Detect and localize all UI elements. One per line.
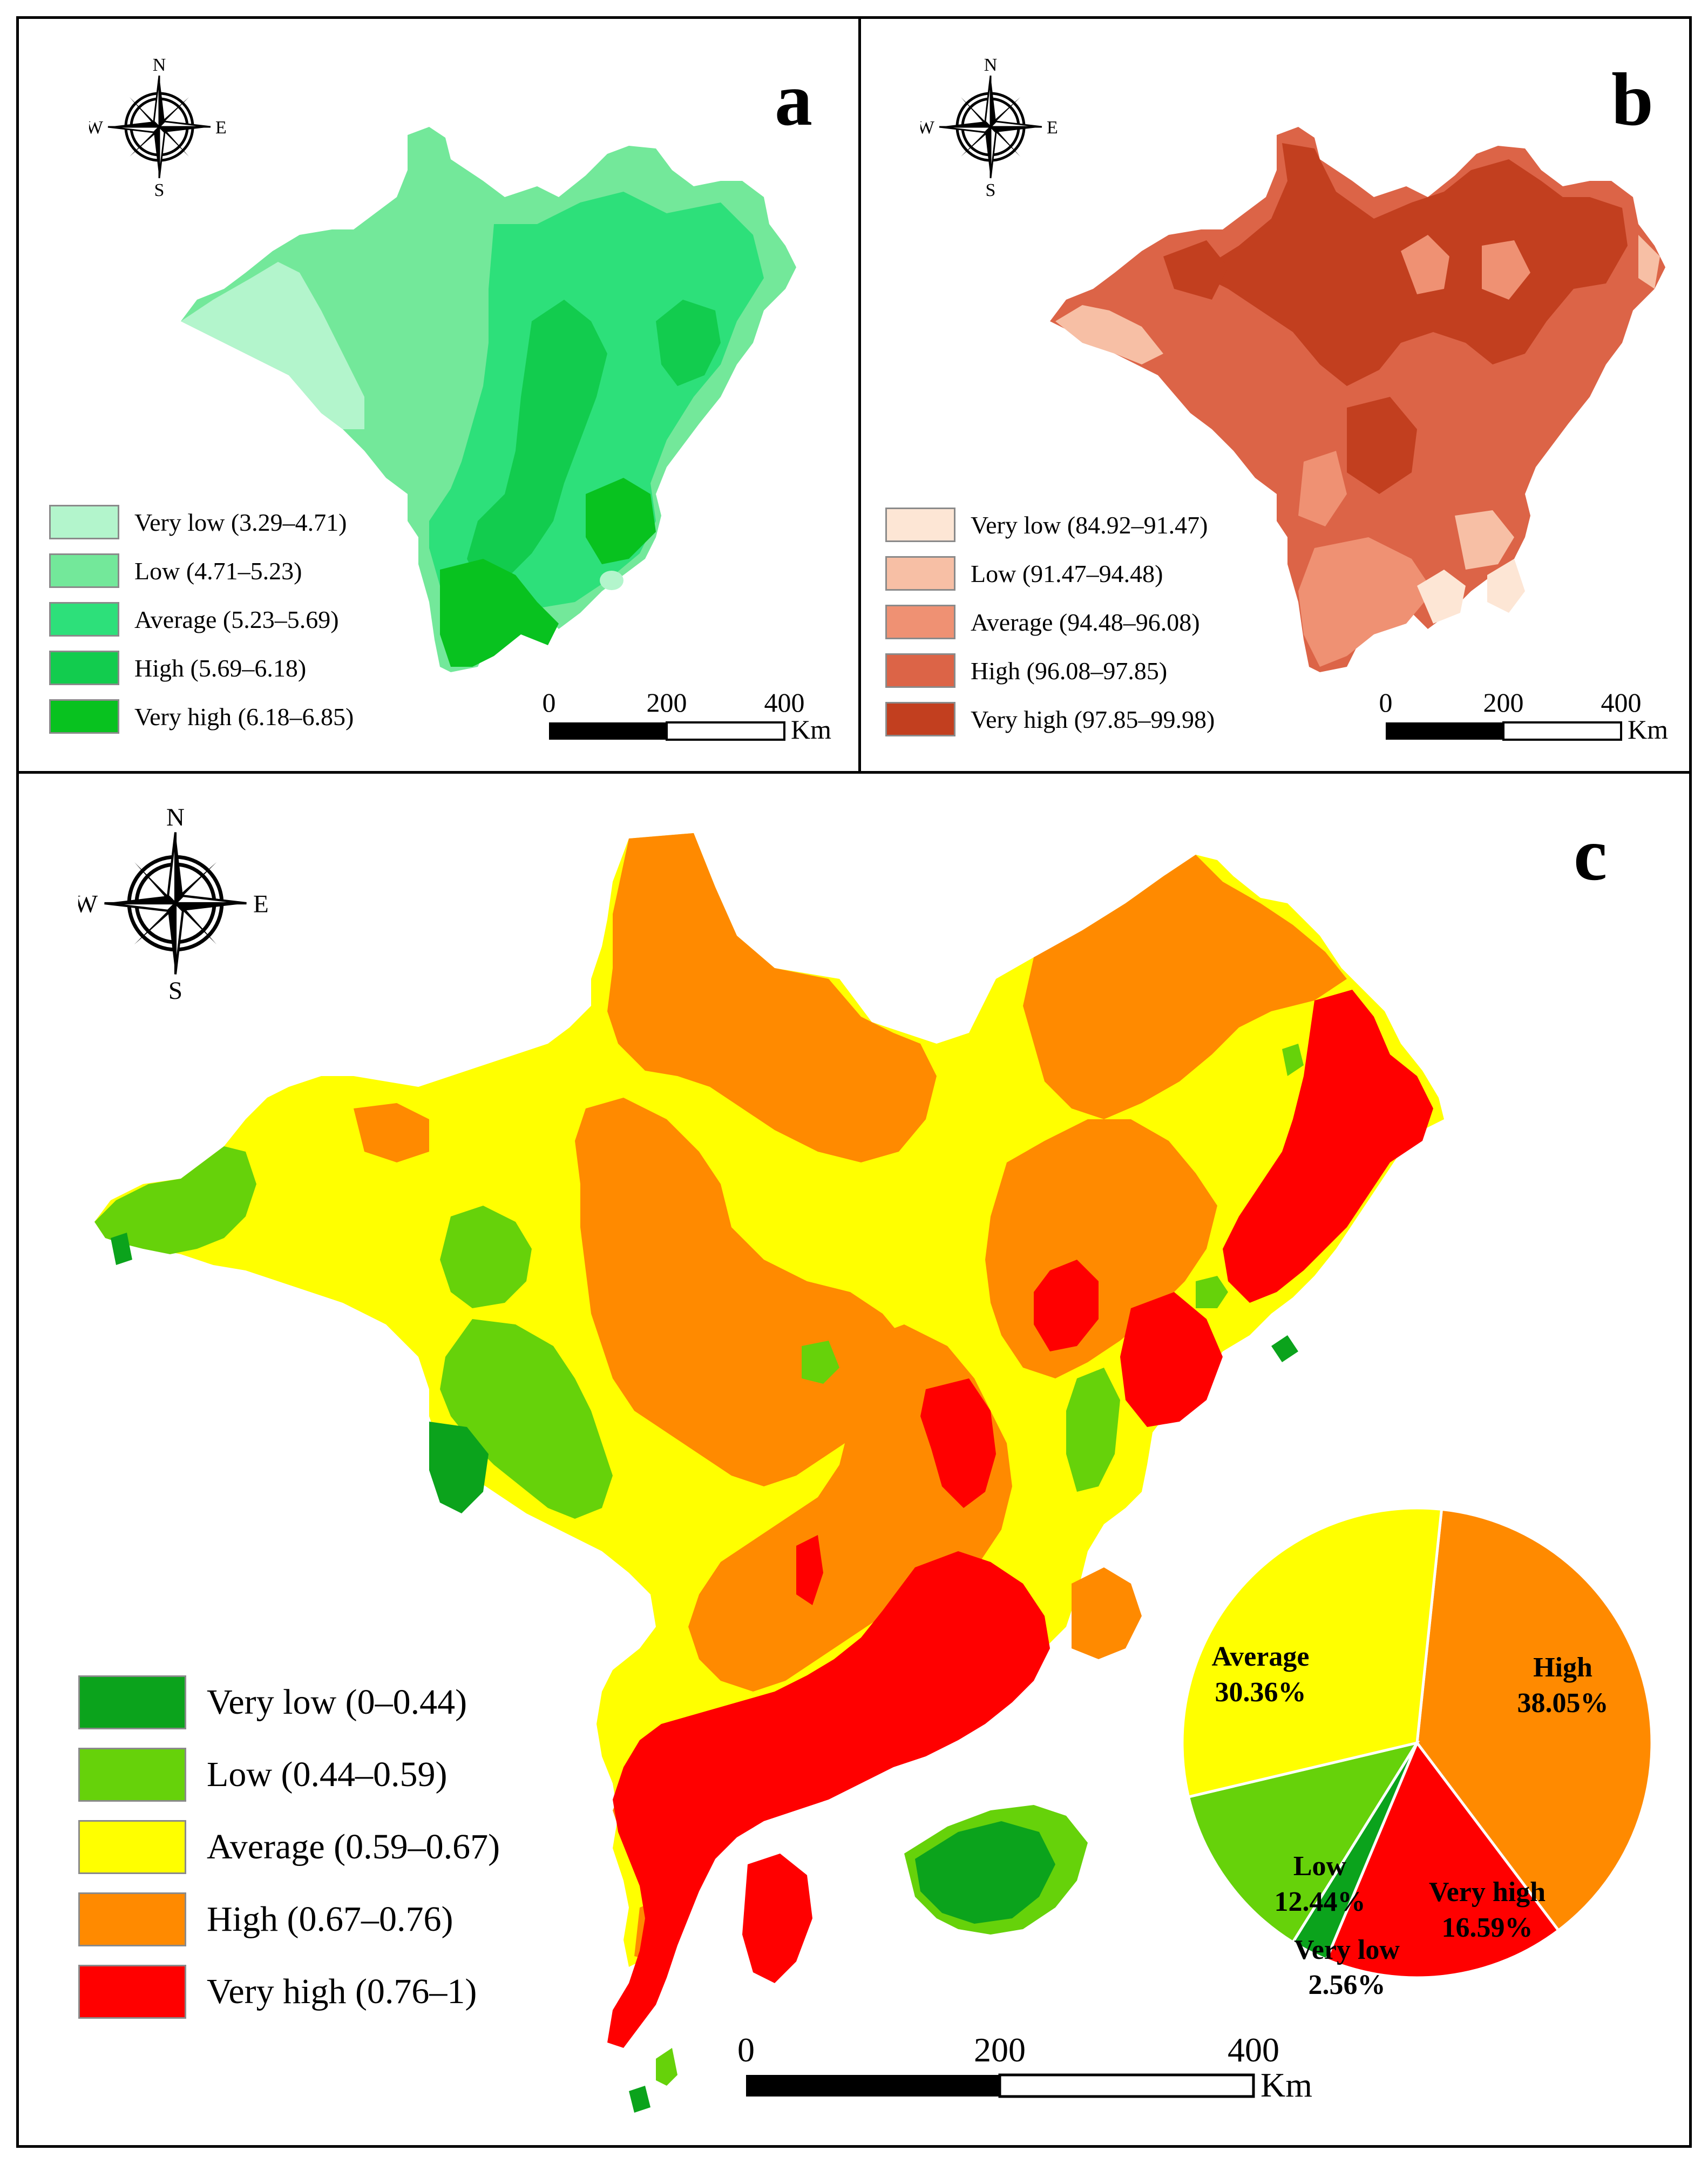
legend-swatch (78, 1892, 186, 1946)
legend-a-item: Very high (6.18–6.85) (49, 699, 354, 734)
legend-b-item: Very high (97.85–99.98) (885, 702, 1215, 736)
legend-label: Very high (97.85–99.98) (971, 705, 1215, 733)
legend-c-item: Average (0.59–0.67) (78, 1820, 500, 1874)
scale-tick: 0 (543, 687, 556, 718)
legend-label: High (0.67–0.76) (207, 1899, 453, 1939)
pie-slice-low (1187, 1741, 1420, 1944)
legend-label: Low (4.71–5.23) (134, 557, 302, 585)
legend-a-item: High (5.69–6.18) (49, 651, 306, 685)
legend-swatch (885, 605, 955, 639)
compass-n: N (984, 57, 998, 75)
north-arrow-icon: N S E W (89, 57, 227, 197)
legend-swatch (885, 653, 955, 688)
legend-swatch (49, 602, 119, 637)
pie-value-high: 38.05% (1517, 1688, 1609, 1719)
legend-swatch (78, 1965, 186, 2019)
legend-swatch (49, 699, 119, 734)
legend-c-item: Very low (0–0.44) (78, 1675, 467, 1729)
scale-tick: 400 (1228, 2031, 1279, 2069)
legend-label: Very low (84.92–91.47) (971, 511, 1208, 539)
scale-bar-b: 0 200 400 Km (1379, 687, 1669, 745)
pie-label-high: High (1533, 1652, 1592, 1683)
legend-label: Low (0.44–0.59) (207, 1755, 448, 1794)
compass-e: E (215, 118, 227, 138)
north-arrow-icon: N S E W (920, 57, 1058, 197)
pie-chart: Average 30.36% High 38.05% Low 12.44% Ve… (1181, 1506, 1653, 1999)
legend-c-item: High (0.67–0.76) (78, 1892, 453, 1946)
compass-s: S (986, 180, 996, 197)
scale-unit: Km (1628, 714, 1668, 745)
legend-a-item: Very low (3.29–4.71) (49, 505, 347, 539)
compass-e: E (253, 890, 269, 918)
legend-swatch (885, 556, 955, 591)
scale-tick: 200 (1483, 687, 1524, 718)
scale-unit: Km (791, 714, 831, 745)
legend-swatch (885, 508, 955, 542)
compass-s: S (154, 180, 165, 197)
scale-tick: 400 (764, 687, 805, 718)
legend-b-item: High (96.08–97.85) (885, 653, 1167, 688)
panel-letter-a: a (775, 58, 812, 141)
map-b (1050, 127, 1665, 672)
legend-swatch (49, 651, 119, 685)
legend-a-item: Average (5.23–5.69) (49, 602, 339, 637)
scale-tick: 0 (737, 2031, 755, 2069)
legend-a-item: Low (4.71–5.23) (49, 553, 302, 588)
scale-unit: Km (1260, 2066, 1312, 2104)
panel-c: c N S E W (16, 771, 1692, 2148)
panel-letter-b: b (1611, 58, 1653, 141)
pie-slice-average (1181, 1506, 1443, 1799)
scale-tick: 200 (974, 2031, 1026, 2069)
panel-letter-c: c (1574, 813, 1608, 896)
pie-label-average: Average (1212, 1641, 1310, 1672)
panel-a: a N S E W Very low (3.29–4.71) Low (4.71… (16, 16, 861, 774)
legend-swatch (885, 702, 955, 736)
legend-label: Average (5.23–5.69) (134, 605, 339, 633)
legend-b-item: Very low (84.92–91.47) (885, 508, 1208, 542)
pie-value-very-low: 2.56% (1309, 1970, 1386, 1999)
legend-label: Average (0.59–0.67) (207, 1827, 500, 1867)
compass-w: W (920, 118, 935, 138)
compass-w: W (78, 890, 98, 918)
pie-value-low: 12.44% (1275, 1886, 1366, 1917)
panel-b: b N S E W Very low (84.92–91.47) (858, 16, 1692, 774)
compass-e: E (1047, 118, 1058, 138)
legend-label: High (96.08–97.85) (971, 657, 1168, 685)
legend-swatch (49, 505, 119, 539)
legend-label: Average (94.48–96.08) (971, 608, 1200, 636)
legend-label: Very low (0–0.44) (207, 1682, 467, 1722)
pie-label-very-low: Very low (1294, 1935, 1400, 1965)
compass-s: S (168, 977, 182, 1000)
scale-tick: 400 (1601, 687, 1642, 718)
scale-bar-a: 0 200 400 Km (543, 687, 832, 745)
legend-swatch (78, 1820, 186, 1874)
legend-label: Very high (6.18–6.85) (134, 702, 354, 731)
legend-c-item: Low (0.44–0.59) (78, 1748, 447, 1802)
pie-label-low: Low (1293, 1851, 1347, 1882)
legend-b-item: Average (94.48–96.08) (885, 605, 1200, 639)
legend-swatch (49, 553, 119, 588)
legend-label: Very high (0.76–1) (207, 1972, 477, 2011)
legend-label: Low (91.47–94.48) (971, 559, 1163, 587)
compass-n: N (166, 806, 185, 831)
legend-b-item: Low (91.47–94.48) (885, 556, 1163, 591)
scale-tick: 0 (1379, 687, 1393, 718)
pie-slice-high (1415, 1507, 1653, 1932)
scale-tick: 200 (647, 687, 687, 718)
north-arrow-icon: N S E W (78, 806, 269, 1000)
legend-label: High (5.69–6.18) (134, 654, 307, 682)
compass-w: W (89, 118, 104, 138)
pie-slice-very-high (1324, 1740, 1561, 1979)
scale-bar-c: 0 200 400 Km (737, 2031, 1312, 2104)
compass-n: N (153, 57, 166, 75)
pie-label-very-high: Very high (1429, 1877, 1546, 1908)
legend-label: Very low (3.29–4.71) (134, 508, 347, 536)
legend-c-item: Very high (0.76–1) (78, 1965, 477, 2019)
map-c (94, 833, 1444, 2113)
map-a (181, 127, 796, 672)
legend-swatch (78, 1748, 186, 1802)
pie-value-very-high: 16.59% (1442, 1912, 1533, 1943)
pie-value-average: 30.36% (1215, 1677, 1306, 1708)
legend-swatch (78, 1675, 186, 1729)
